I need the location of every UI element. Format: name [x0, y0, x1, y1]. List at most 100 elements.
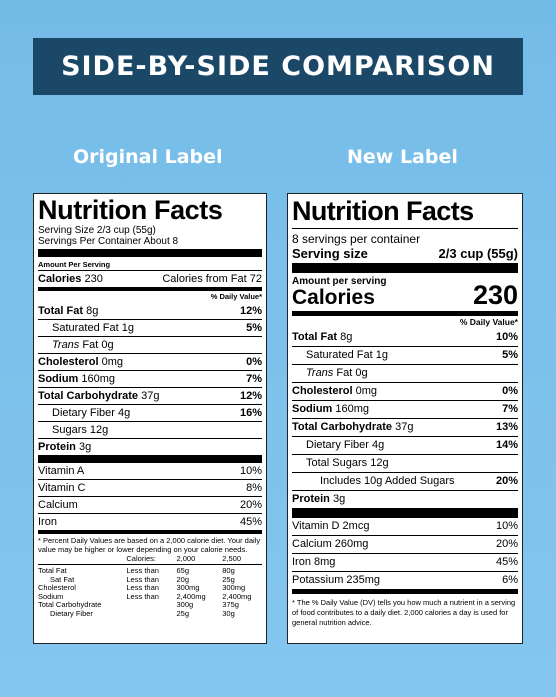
nutrient-amount: 37g	[141, 390, 160, 402]
footnote: * Percent Daily Values are based on a 2,…	[38, 536, 261, 554]
nutrient-name: Trans	[52, 339, 80, 351]
nutrient-name: Includes 10g Added Sugars	[320, 475, 455, 487]
nutrient-row: Dietary Fiber 4g 16%	[38, 404, 262, 421]
nutrient-name: Protein	[292, 493, 330, 505]
nutrient-label: Total Carbohydrate 37g	[38, 388, 159, 404]
footer-table-row: Cholesterol Less than 300mg 300mg	[38, 583, 262, 593]
nutrient-label: Total Carbohydrate 37g	[292, 419, 413, 436]
nutrient-row: Cholesterol 0mg 0%	[38, 353, 262, 370]
footer-table-row: Total Carbohydrate 300g 375g	[38, 600, 262, 610]
servings-per-container: Servings Per Container About 8	[38, 236, 179, 247]
nutrient-name: Sugars	[52, 424, 87, 436]
nutrient-row: Trans Fat 0g	[38, 336, 262, 353]
nutrient-label: Total Fat 8g	[292, 329, 352, 346]
nutrient-name: Total Sugars	[306, 457, 368, 469]
nutrient-label: Trans Fat 0g	[306, 365, 368, 382]
footer-table-cell: 300mg	[176, 583, 200, 592]
vitamin-name: Calcium 260mg	[292, 538, 369, 550]
footer-table-cell: Cholesterol	[38, 583, 76, 592]
nutrient-name: Sodium	[38, 373, 79, 385]
banner-title: SIDE-BY-SIDE COMPARISON	[33, 38, 523, 95]
footer-table-cell: 300mg	[222, 583, 246, 592]
vitamin-name: Vitamin A	[38, 465, 85, 477]
nutrient-name: Saturated Fat	[52, 322, 119, 334]
new-label-heading: New Label	[347, 146, 458, 168]
thin-divider	[292, 228, 518, 229]
vitamin-dv: 10%	[239, 465, 262, 477]
new-nutrition-label: Nutrition Facts 8 servings per container…	[287, 193, 523, 644]
footer-table-cell: 30g	[222, 608, 235, 618]
footer-table-divider	[38, 563, 262, 567]
nutrient-label: Protein 3g	[38, 439, 91, 455]
nutrient-dv: 5%	[502, 349, 518, 361]
vitamin-name: Iron 8mg	[292, 556, 336, 568]
footer-table-cell: Less than	[126, 583, 159, 592]
vitamin-row: Potassium 235mg 6%	[292, 571, 518, 589]
footer-table-cell	[120, 610, 170, 619]
vitamin-dv: 10%	[495, 520, 518, 532]
amount-per-serving: Amount per serving	[292, 276, 387, 287]
nutrient-row: Sugars 12g	[38, 421, 262, 438]
nutrient-row: Dietary Fiber 4g 14%	[292, 436, 518, 454]
nutrient-name: Total Fat	[292, 331, 338, 343]
vitamin-name: Calcium	[38, 499, 78, 511]
calories-from-fat: Calories from Fat 72	[162, 273, 262, 285]
vitamin-row: Iron 8mg 45%	[292, 553, 518, 571]
nutrient-row: Total Fat 8g 10%	[292, 329, 518, 346]
footer-table-cell: 375g	[222, 600, 239, 609]
vitamin-list: Vitamin D 2mcg 10% Calcium 260mg 20% Iron 8m…	[292, 518, 518, 589]
nutrient-dv: 7%	[246, 373, 262, 385]
vitamin-dv: 20%	[239, 499, 262, 511]
nutrient-row: Sodium 160mg 7%	[38, 370, 262, 387]
nutrient-label: Dietary Fiber 4g	[52, 405, 130, 421]
nutrient-label: Sugars 12g	[52, 422, 108, 438]
footer-table-cell: Sat Fat	[50, 574, 75, 584]
nutrient-amount: Fat 0g	[82, 339, 114, 351]
calories-label: Calories	[292, 286, 375, 309]
nutrient-row: Total Fat 8g 12%	[38, 303, 262, 319]
nutrient-label: Saturated Fat 1g	[52, 320, 134, 336]
nutrient-dv: 10%	[495, 331, 518, 343]
nutrient-row: Cholesterol 0mg 0%	[292, 382, 518, 400]
original-nutrition-label: Nutrition Facts Serving Size 2/3 cup (55…	[33, 193, 267, 644]
footer-table-cell	[120, 601, 170, 610]
calories-value: 230	[472, 280, 518, 310]
nutrient-name: Cholesterol	[292, 385, 353, 397]
nutrient-name: Total Carbohydrate	[292, 421, 393, 433]
thick-divider	[292, 508, 518, 518]
nutrient-dv: 12%	[239, 305, 262, 317]
nutrient-row: Saturated Fat 1g 5%	[292, 346, 518, 364]
nutrient-dv: 5%	[246, 322, 262, 334]
medium-divider	[292, 311, 518, 316]
nutrient-amount: 160mg	[81, 373, 116, 385]
vitamin-dv: 45%	[239, 516, 262, 528]
nutrient-label: Saturated Fat 1g	[306, 347, 388, 364]
footer-table-cell: Less than	[126, 591, 159, 601]
footer-table-row: Dietary Fiber 25g 30g	[38, 608, 262, 619]
nutrient-label: Sodium 160mg	[292, 401, 369, 418]
vitamin-name: Vitamin D 2mcg	[292, 520, 370, 532]
nutrient-amount: 0mg	[101, 356, 123, 368]
nutrient-dv: 0%	[502, 385, 518, 397]
dv-header: % Daily Value*	[292, 316, 518, 329]
thick-divider	[38, 249, 262, 257]
footer-table-header: Calories: 2,000 2,500	[38, 554, 262, 564]
serving-size-row: Serving size 2/3 cup (55g)	[292, 246, 518, 261]
nutrient-dv: 7%	[502, 403, 518, 415]
nutrient-dv: 13%	[495, 421, 518, 433]
vitamin-row: Vitamin D 2mcg 10%	[292, 518, 518, 535]
nutrient-row: Total Carbohydrate 37g 13%	[292, 418, 518, 436]
vitamin-dv: 20%	[495, 538, 518, 550]
footer-table-cell: 2,500	[222, 554, 242, 563]
footer-table: Calories: 2,000 2,500 Total Fat Less than 65g…	[38, 554, 262, 619]
dv-header: % Daily Value*	[38, 291, 262, 303]
nutrient-amount: Fat 0g	[336, 367, 368, 379]
servings-per-container: 8 servings per container	[292, 232, 421, 246]
nutrient-name: Dietary Fiber	[306, 439, 369, 451]
calories-value: 230	[84, 273, 103, 285]
nutrient-name: Cholesterol	[38, 356, 99, 368]
vitamin-dv: 6%	[502, 574, 518, 586]
serving-size-label: Serving size	[292, 246, 368, 261]
vitamin-dv: 8%	[246, 482, 262, 494]
vitamin-list: Vitamin A 10% Vitamin C 8% Calcium 20% Iron 45%	[38, 463, 262, 530]
